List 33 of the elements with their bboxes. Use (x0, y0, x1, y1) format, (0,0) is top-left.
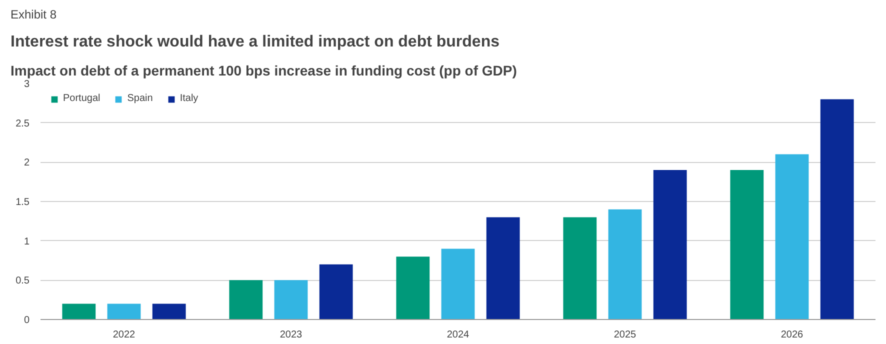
y-tick-label: 1 (24, 236, 30, 248)
x-tick-label: 2026 (780, 330, 804, 340)
x-tick-label: 2025 (614, 330, 637, 340)
legend-label: Spain (127, 93, 153, 104)
bar (730, 170, 764, 320)
bar (441, 248, 475, 320)
y-tick-label: 0.5 (16, 276, 30, 287)
x-tick-label: 2024 (446, 330, 470, 340)
bar (319, 264, 353, 320)
bar (152, 304, 186, 320)
y-tick-label: 1.5 (16, 197, 30, 208)
bar (653, 170, 687, 320)
y-tick-label: 3 (24, 79, 30, 90)
bar (229, 280, 263, 320)
bar (107, 304, 141, 320)
legend-label: Italy (180, 93, 200, 104)
text: Exhibit 8 (10, 8, 57, 22)
legend-label: Portugal (63, 93, 100, 104)
y-tick-label: 2.5 (16, 118, 30, 130)
bar (608, 209, 642, 320)
y-tick-label: 0 (24, 315, 30, 326)
x-tick-label: 2022 (112, 330, 136, 340)
bar (274, 280, 308, 320)
bar (62, 304, 96, 320)
bar (820, 99, 854, 320)
bar (775, 154, 809, 320)
bar (486, 217, 520, 320)
x-tick-label: 2023 (280, 330, 303, 340)
bar (396, 256, 430, 320)
bar (563, 217, 597, 320)
chart-title: Interest rate shock would have a limited impact on debt burdens (10, 34, 500, 50)
y-tick-label: 2 (24, 158, 30, 169)
chart-subtitle: Impact on debt of a permanent 100 bps increase in funding cost (pp of GDP) (10, 62, 517, 78)
